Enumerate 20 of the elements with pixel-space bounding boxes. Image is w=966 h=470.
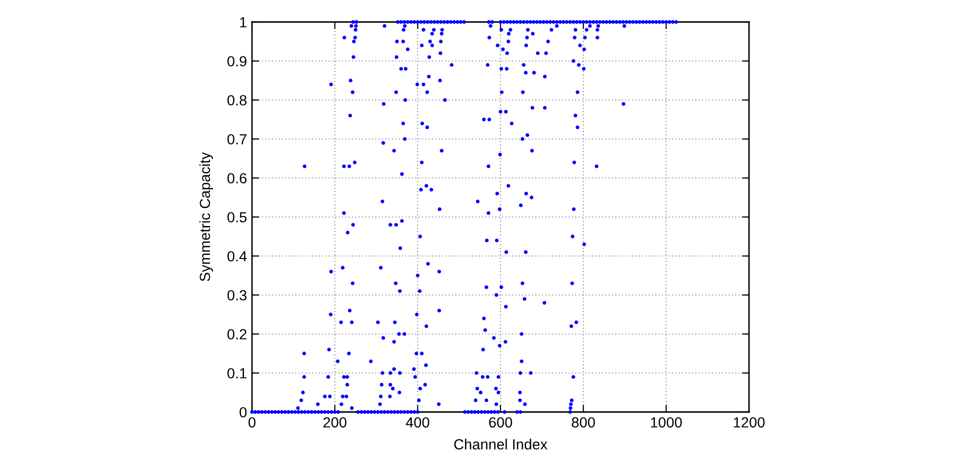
y-axis-title: Symmetric Capacity (199, 152, 213, 282)
x-tick-label: 400 (406, 417, 430, 428)
x-tick-label: 800 (572, 417, 595, 428)
y-tick-label: 0.9 (227, 56, 246, 66)
x-axis-title: Channel Index (454, 438, 548, 450)
y-tick-label: 0.7 (227, 134, 246, 144)
x-tick-label: 600 (489, 417, 512, 428)
x-tick-label: 0 (248, 417, 256, 428)
y-tick-label: 0 (240, 407, 247, 418)
y-tick-label: 0.1 (227, 368, 246, 378)
y-tick-label: 1 (240, 17, 246, 28)
x-tick-label: 200 (323, 417, 346, 428)
y-tick-label: 0.4 (227, 251, 247, 262)
y-tick-label: 0.2 (227, 329, 246, 340)
y-tick-label: 0.5 (227, 212, 247, 222)
y-tick-label: 0.8 (227, 95, 247, 106)
x-tick-label: 1200 (734, 417, 765, 428)
x-tick-label: 1000 (651, 417, 682, 428)
y-tick-label: 0.3 (227, 290, 246, 300)
y-tick-label: 0.6 (227, 173, 246, 184)
